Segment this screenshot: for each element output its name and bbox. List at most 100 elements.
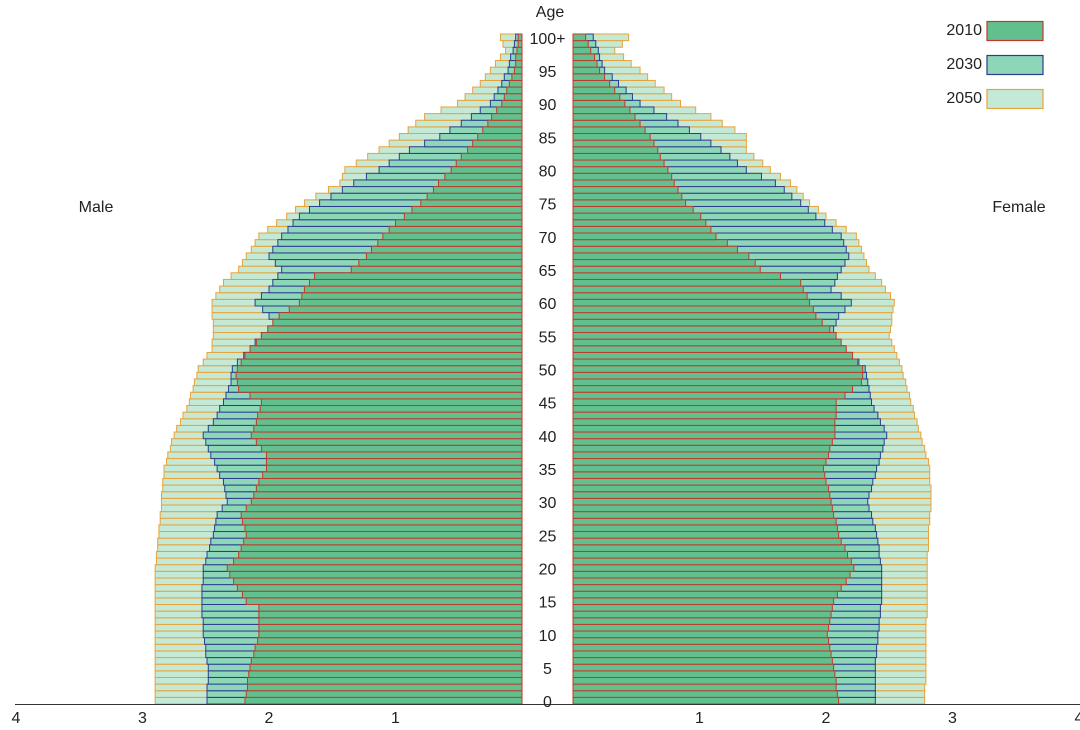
male-bar: [258, 630, 523, 639]
male-bar: [258, 623, 523, 632]
male-bar: [501, 99, 523, 108]
male-bar: [238, 550, 523, 559]
male-bar: [229, 570, 523, 579]
male-bar: [265, 451, 523, 460]
female-bar: [572, 179, 675, 188]
female-bar: [572, 391, 846, 400]
male-bar: [241, 517, 523, 526]
female-bar: [572, 511, 835, 519]
female-bar: [572, 53, 596, 62]
male-bar: [308, 278, 523, 287]
male-bar: [233, 557, 523, 566]
male-bar: [511, 73, 523, 81]
female-bar: [572, 683, 837, 692]
female-bar: [572, 464, 824, 473]
female-bar: [572, 451, 830, 460]
male-bar: [444, 172, 523, 181]
male-bar: [491, 113, 523, 121]
female-bar: [572, 212, 702, 221]
female-bar: [572, 325, 831, 334]
male-bar: [496, 106, 523, 115]
female-bar: [572, 458, 827, 466]
female-bar: [572, 670, 836, 678]
female-bar: [572, 610, 832, 619]
male-bar: [267, 325, 523, 334]
female-bar: [572, 146, 659, 154]
male-bar: [382, 232, 523, 241]
female-bar: [572, 292, 808, 300]
female-bar: [572, 650, 832, 659]
female-bar: [572, 152, 661, 161]
age-label: 75: [539, 197, 557, 214]
female-bar: [572, 33, 587, 42]
male-bar: [236, 378, 523, 387]
male-bar: [301, 292, 523, 300]
male-bar: [243, 537, 523, 546]
x-tick-label: 1: [391, 710, 400, 727]
male-bar: [241, 590, 523, 599]
age-label: 65: [539, 263, 557, 280]
age-label: 30: [539, 495, 557, 512]
male-bar: [249, 345, 523, 353]
female-bar: [572, 590, 838, 599]
male-bar: [258, 617, 523, 625]
female-bar: [572, 351, 854, 360]
male-bar: [272, 318, 523, 327]
age-label: 50: [539, 363, 557, 380]
male-bar: [258, 477, 523, 486]
female-bar: [572, 517, 837, 526]
male-bar: [377, 239, 523, 247]
male-bar: [253, 650, 523, 659]
male-bar: [350, 265, 523, 274]
female-bar: [572, 119, 641, 128]
female-bar: [572, 663, 835, 672]
male-bar: [259, 404, 523, 413]
male-bar: [515, 53, 523, 62]
female-bar: [572, 259, 756, 267]
x-tick-label: 2: [822, 710, 831, 727]
male-bar: [506, 86, 523, 95]
male-bar: [370, 245, 523, 254]
female-bar: [572, 199, 687, 207]
female-bar: [572, 40, 589, 48]
age-label: 10: [539, 628, 557, 645]
female-bar: [572, 66, 601, 75]
female-bar: [572, 398, 837, 406]
male-bar: [258, 603, 523, 612]
female-bar: [572, 139, 655, 148]
female-bar: [572, 617, 831, 625]
male-bar: [358, 259, 523, 267]
female-bar: [572, 338, 842, 347]
x-tick-label: 4: [12, 710, 21, 727]
female-bar: [572, 219, 707, 227]
x-tick-label: 3: [948, 710, 957, 727]
male-bar: [420, 199, 523, 207]
female-bar: [572, 99, 626, 108]
age-label: 40: [539, 429, 557, 446]
male-bar: [467, 146, 523, 154]
male-bar: [365, 252, 523, 261]
male-bar: [503, 93, 523, 101]
female-bar: [572, 597, 835, 605]
female-bar: [572, 584, 842, 592]
age-label: 90: [539, 97, 557, 114]
male-bar: [517, 40, 523, 48]
female-bar: [572, 438, 833, 446]
female-bar: [572, 166, 669, 174]
male-bar: [388, 225, 523, 234]
age-label: 15: [539, 595, 557, 612]
male-bar: [236, 365, 523, 373]
female-bar: [572, 537, 842, 546]
female-bar: [572, 86, 616, 95]
legend-swatch: [986, 54, 1044, 76]
female-bar: [572, 385, 854, 393]
female-bar: [572, 411, 837, 420]
male-bar: [314, 272, 523, 280]
male-bar: [255, 438, 523, 446]
male-bar: [240, 511, 523, 519]
female-bar: [572, 73, 606, 81]
age-label: 25: [539, 528, 557, 545]
female-bar: [572, 332, 837, 340]
female-bar: [572, 550, 849, 559]
age-label: 35: [539, 462, 557, 479]
